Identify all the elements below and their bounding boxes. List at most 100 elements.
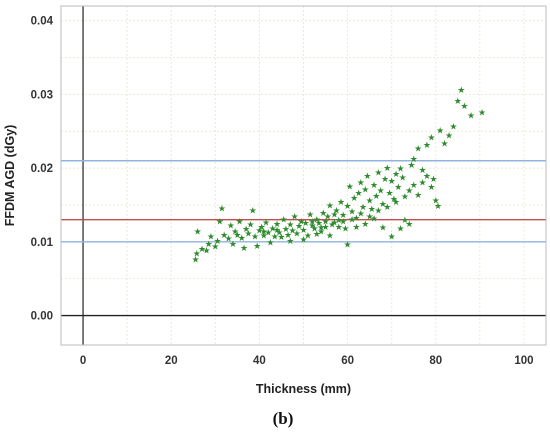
data-point: ★ [359, 203, 367, 213]
data-point: ★ [249, 207, 257, 217]
x-tick-label: 0 [80, 355, 86, 367]
data-point: ★ [467, 112, 475, 122]
data-point: ★ [286, 237, 294, 247]
y-tick-label: 0.03 [31, 89, 53, 101]
data-point: ★ [313, 215, 321, 225]
data-point: ★ [231, 227, 239, 237]
data-point: ★ [361, 185, 369, 195]
data-point: ★ [284, 231, 292, 241]
data-point: ★ [225, 235, 233, 245]
data-point: ★ [339, 211, 347, 221]
data-point: ★ [313, 230, 321, 240]
data-point: ★ [271, 232, 279, 242]
data-point: ★ [233, 231, 241, 241]
data-point: ★ [401, 216, 409, 226]
data-point: ★ [370, 215, 378, 225]
data-point: ★ [419, 166, 427, 176]
data-point: ★ [330, 210, 338, 220]
data-point: ★ [277, 233, 285, 243]
data-point: ★ [419, 179, 427, 189]
data-point: ★ [253, 242, 261, 252]
data-point: ★ [291, 213, 299, 223]
data-point: ★ [392, 170, 400, 180]
data-point: ★ [388, 232, 396, 242]
data-point: ★ [368, 205, 376, 215]
panel-label: (b) [273, 409, 294, 428]
data-point: ★ [211, 243, 219, 253]
data-point: ★ [366, 213, 374, 223]
data-point: ★ [405, 220, 413, 230]
data-point: ★ [335, 223, 343, 233]
data-point: ★ [299, 226, 307, 236]
data-point: ★ [396, 224, 404, 234]
data-point: ★ [341, 224, 349, 234]
data-point: ★ [379, 224, 387, 234]
data-point: ★ [220, 231, 228, 241]
data-point: ★ [385, 189, 393, 199]
x-tick-labels: 0 20 40 60 80 100 [80, 355, 534, 367]
data-point: ★ [427, 134, 435, 144]
data-point: ★ [339, 218, 347, 228]
data-point: ★ [255, 227, 263, 237]
data-point: ★ [352, 214, 360, 224]
data-point: ★ [445, 131, 453, 141]
data-point: ★ [198, 245, 206, 255]
data-point: ★ [372, 192, 380, 202]
data-point: ★ [326, 232, 334, 242]
data-point: ★ [350, 194, 358, 204]
data-point: ★ [326, 201, 334, 211]
data-point: ★ [308, 221, 316, 231]
data-point: ★ [280, 215, 288, 225]
gridlines [61, 6, 546, 345]
data-point: ★ [213, 237, 221, 247]
data-point: ★ [478, 109, 486, 119]
data-point: ★ [432, 196, 440, 206]
data-point: ★ [344, 202, 352, 212]
data-point: ★ [218, 204, 226, 214]
data-point: ★ [293, 229, 301, 239]
data-point: ★ [229, 240, 237, 250]
data-point: ★ [430, 175, 438, 185]
data-point: ★ [315, 219, 323, 229]
data-point: ★ [423, 141, 431, 151]
y-tick-label: 0.04 [31, 16, 54, 28]
data-point: ★ [286, 221, 294, 231]
data-point: ★ [374, 168, 382, 178]
data-point: ★ [322, 218, 330, 228]
data-point: ★ [333, 207, 341, 217]
data-point: ★ [317, 224, 325, 234]
data-point: ★ [273, 226, 281, 236]
data-point: ★ [414, 191, 422, 201]
data-point: ★ [355, 189, 363, 199]
data-point: ★ [299, 235, 307, 245]
data-point: ★ [310, 224, 318, 234]
data-point: ★ [370, 181, 378, 191]
data-point: ★ [282, 225, 290, 235]
data-point: ★ [374, 207, 382, 217]
data-point: ★ [348, 207, 356, 217]
data-point: ★ [227, 221, 235, 231]
x-tick-label: 100 [514, 355, 533, 367]
plot-frame [60, 5, 547, 346]
data-point: ★ [202, 246, 210, 256]
data-point: ★ [381, 175, 389, 185]
data-point: ★ [194, 227, 202, 237]
data-point: ★ [405, 187, 413, 197]
reference-lines [61, 6, 546, 345]
data-point: ★ [205, 240, 213, 250]
data-point: ★ [251, 232, 259, 242]
x-tick-label: 60 [341, 355, 354, 367]
y-axis-label: FFDM AGD (dGy) [3, 125, 17, 227]
data-point: ★ [335, 216, 343, 226]
data-point: ★ [352, 223, 360, 233]
y-tick-label: 0.02 [31, 163, 53, 175]
data-point: ★ [410, 155, 418, 165]
data-point: ★ [317, 227, 325, 237]
data-point: ★ [260, 227, 268, 237]
data-point: ★ [330, 218, 338, 228]
data-point: ★ [414, 145, 422, 155]
data-point: ★ [322, 223, 330, 233]
data-point: ★ [304, 232, 312, 242]
data-point: ★ [262, 218, 270, 228]
